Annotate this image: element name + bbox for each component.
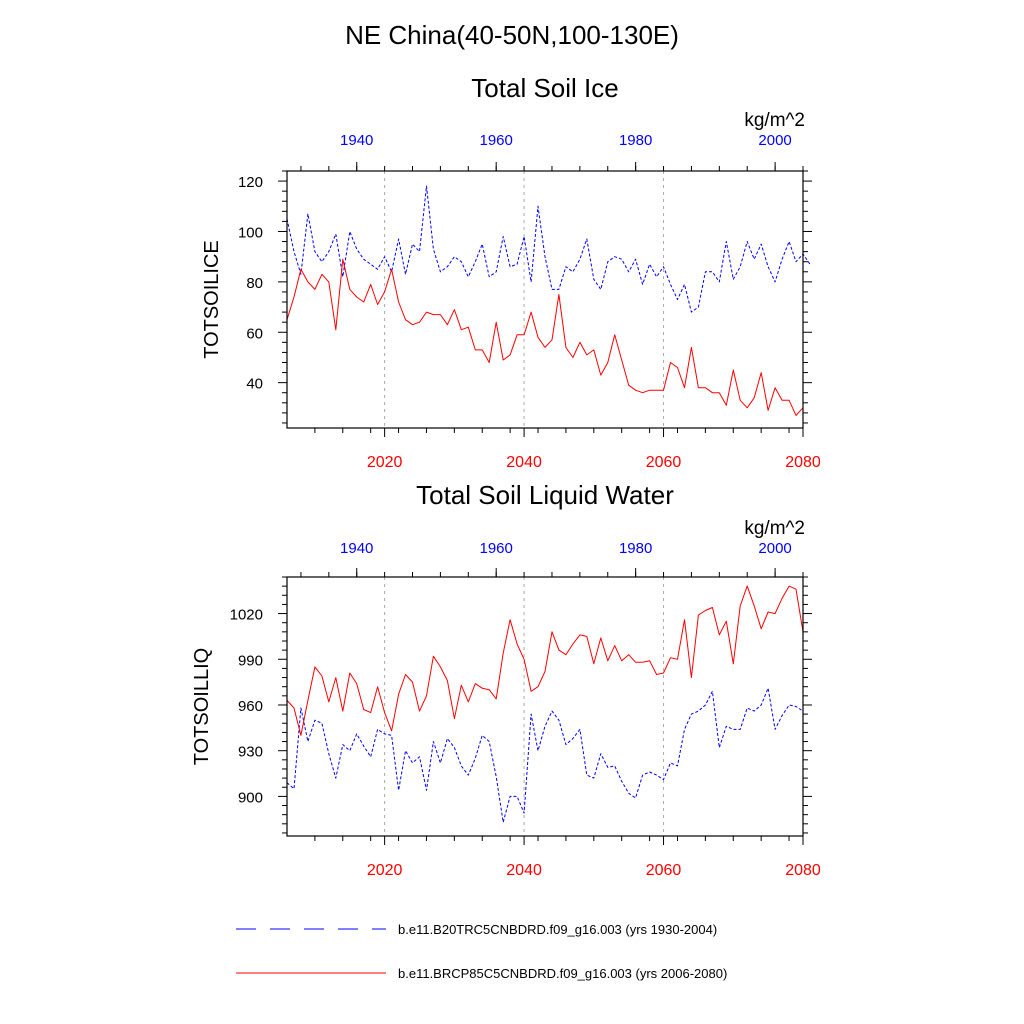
x-bottom-tick-label: 2020 — [367, 862, 403, 879]
series-line-future — [286, 258, 804, 416]
y-tick-label: 900 — [238, 789, 263, 806]
x-top-tick-label: 1980 — [619, 132, 652, 149]
x-top-tick-label: 2000 — [758, 540, 791, 557]
y-axis-label: TOTSOILICE — [201, 240, 223, 359]
figure-title: NE China(40-50N,100-130E) — [345, 20, 679, 50]
x-bottom-tick-label: 2080 — [785, 454, 821, 471]
x-top-tick-label: 2000 — [758, 132, 791, 149]
x-bottom-tick-label: 2080 — [785, 862, 821, 879]
y-tick-label: 990 — [238, 652, 263, 669]
y-tick-label: 80 — [246, 275, 263, 292]
panel-title: Total Soil Liquid Water — [416, 480, 674, 510]
legend: b.e11.B20TRC5CNBDRD.f09_g16.003 (yrs 193… — [236, 922, 727, 981]
x-bottom-tick-label: 2040 — [506, 862, 542, 879]
legend-label-future: b.e11.BRCP85C5CNBDRD.f09_g16.003 (yrs 20… — [398, 966, 727, 981]
x-top-tick-label: 1980 — [619, 540, 652, 557]
y-tick-label: 930 — [238, 744, 263, 761]
y-tick-label: 1020 — [230, 607, 263, 624]
series-line-future — [286, 585, 804, 736]
plot-frame — [286, 576, 804, 837]
x-bottom-tick-label: 2040 — [506, 454, 542, 471]
y-tick-label: 40 — [246, 376, 263, 393]
units-label: kg/m^2 — [744, 110, 805, 131]
x-top-tick-label: 1960 — [480, 540, 513, 557]
units-label: kg/m^2 — [744, 518, 805, 539]
x-top-tick-label: 1940 — [340, 540, 373, 557]
x-bottom-tick-label: 2060 — [646, 862, 682, 879]
series-line-historical — [286, 687, 804, 823]
legend-label-historical: b.e11.B20TRC5CNBDRD.f09_g16.003 (yrs 193… — [398, 922, 717, 937]
y-tick-label: 960 — [238, 698, 263, 715]
panel-soil-liquid: Total Soil Liquid Water kg/m^2 TOTSOILLIQ 9… — [191, 480, 821, 879]
y-tick-label: 100 — [238, 224, 263, 241]
x-top-tick-label: 1960 — [480, 132, 513, 149]
x-bottom-tick-label: 2060 — [646, 454, 682, 471]
panel-title: Total Soil Ice — [471, 73, 618, 103]
x-bottom-tick-label: 2020 — [367, 454, 403, 471]
series-line-historical — [286, 185, 811, 313]
panel-soil-ice: Total Soil Ice kg/m^2 TOTSOILICE 40 60 80 100 1… — [201, 73, 821, 471]
x-top-tick-label: 1940 — [340, 132, 373, 149]
y-tick-label: 60 — [246, 325, 263, 342]
y-tick-label: 120 — [238, 174, 263, 191]
y-axis-label: TOTSOILLIQ — [191, 648, 213, 765]
plot-frame — [286, 170, 804, 429]
